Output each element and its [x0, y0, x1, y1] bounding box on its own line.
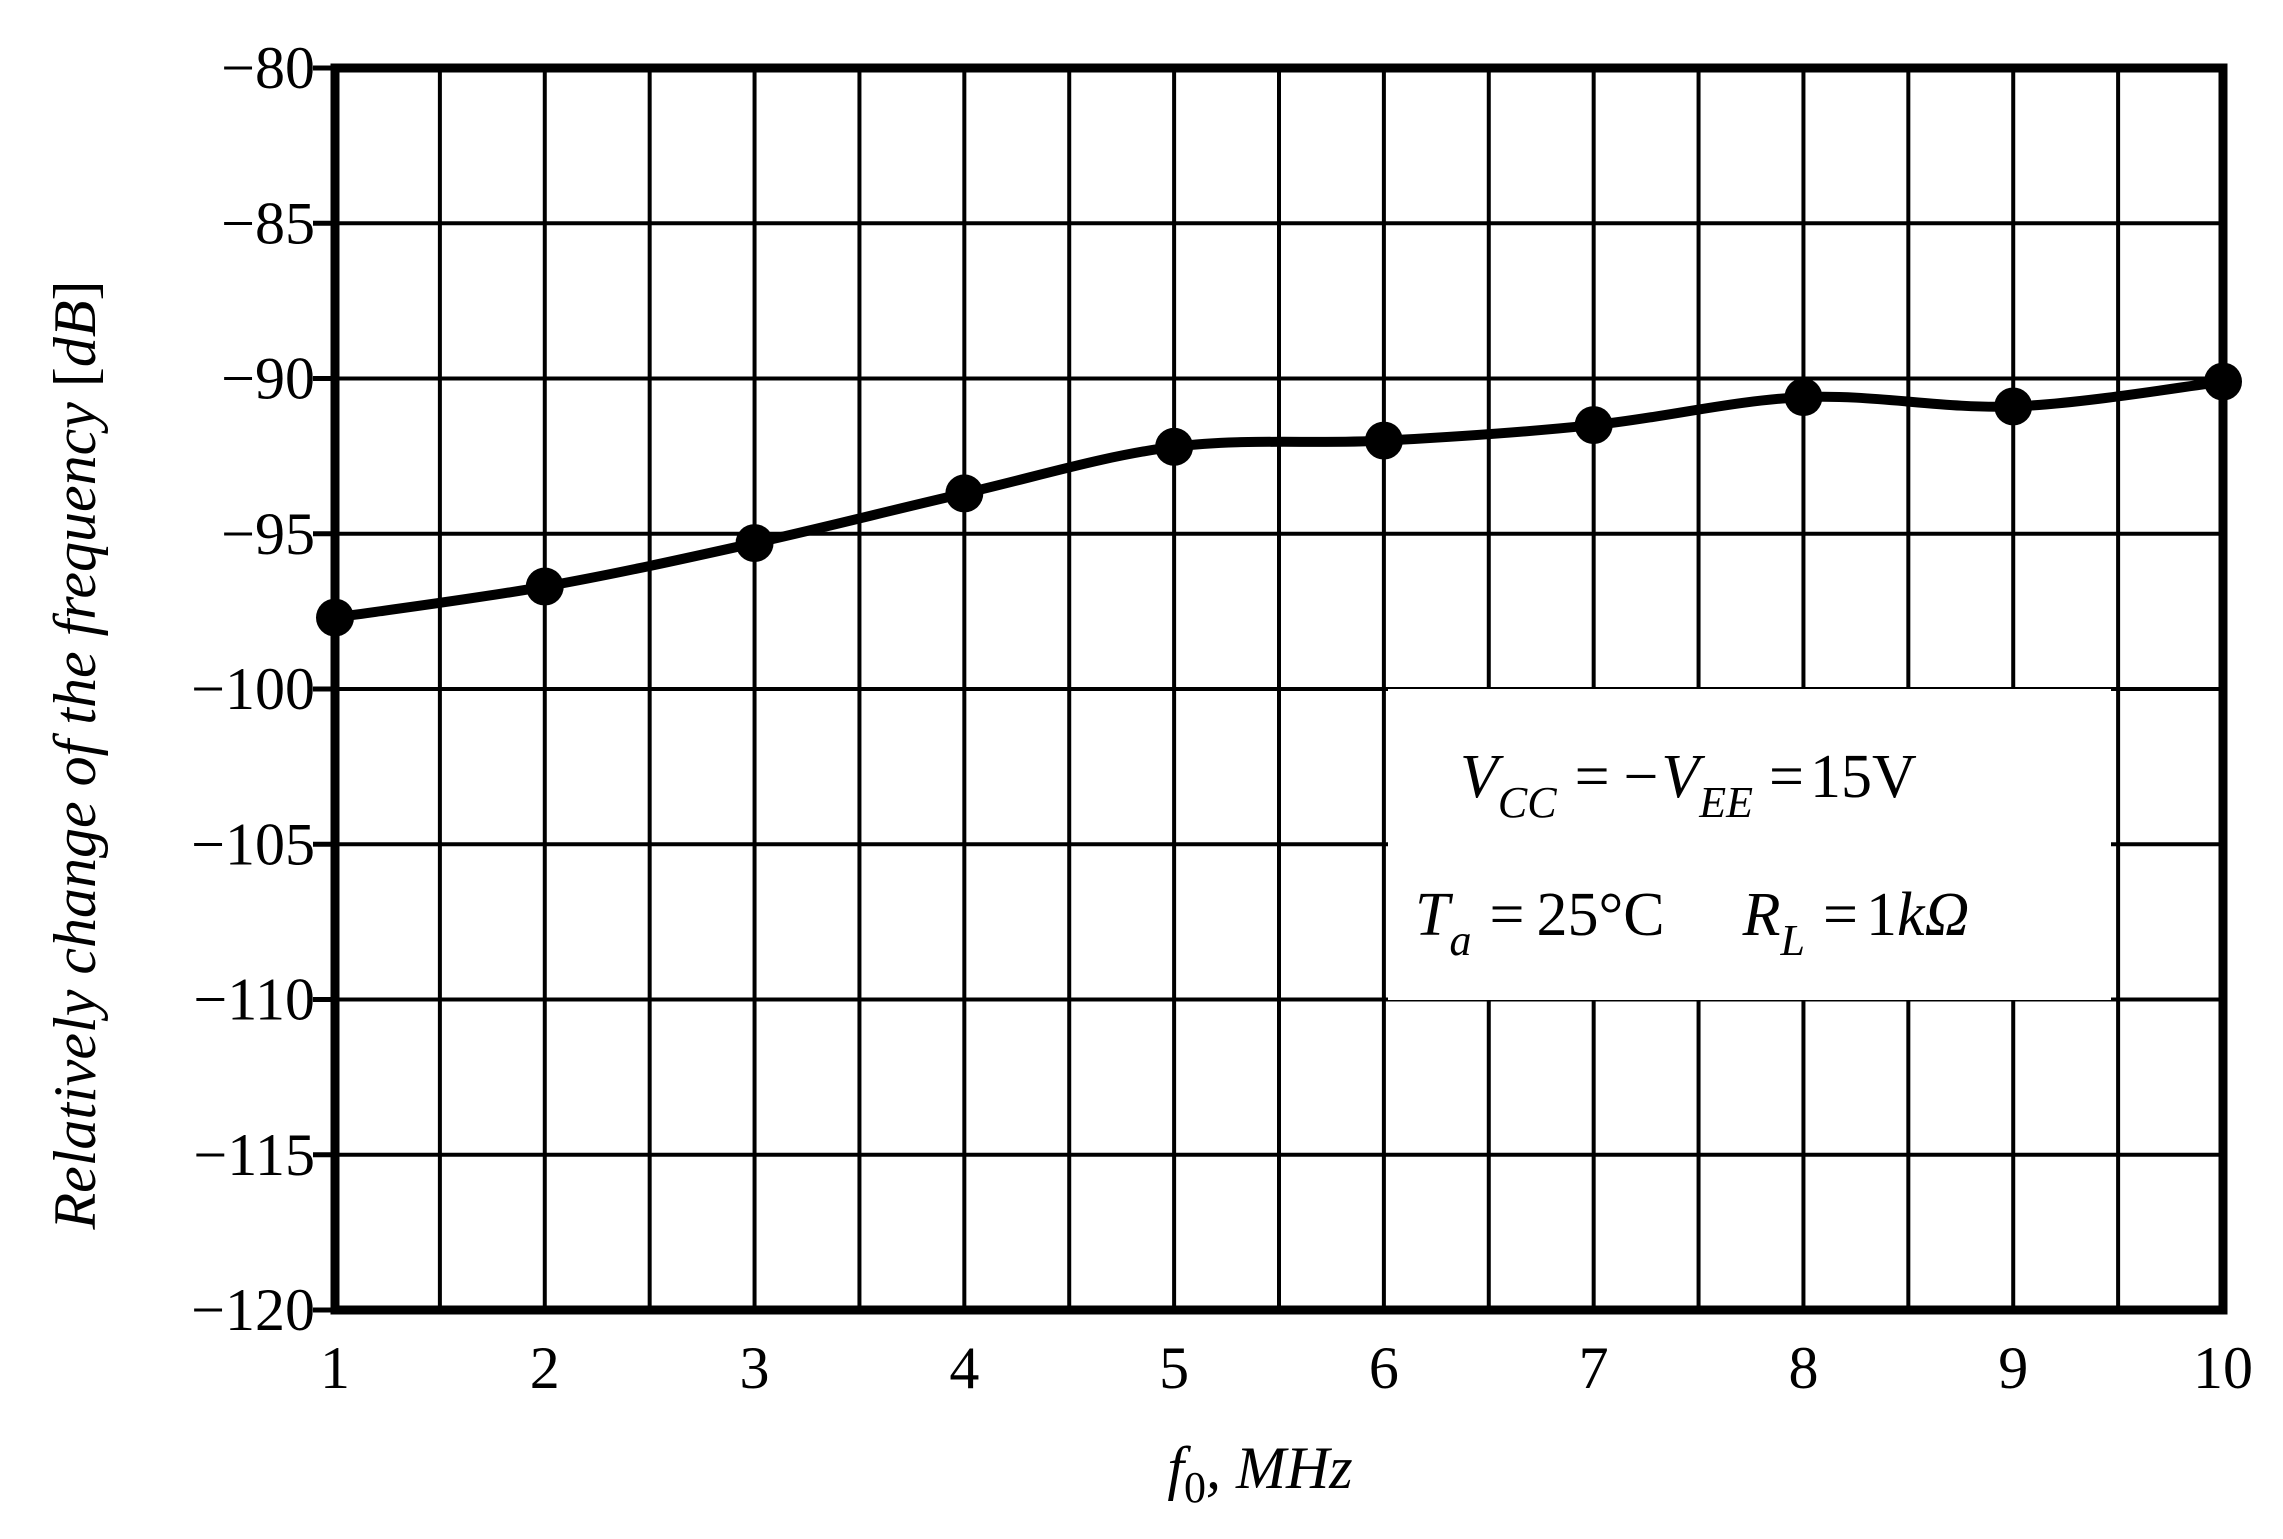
x-tick-label: 6 — [1369, 1335, 1399, 1401]
annotation-t-subscript: a — [1449, 916, 1471, 965]
data-point — [735, 524, 774, 563]
x-tick-label: 2 — [530, 1335, 560, 1401]
annotation-temperature-value: 25°C — [1536, 881, 1664, 949]
x-tick-label: 10 — [2193, 1335, 2253, 1401]
x-tick-label: 7 — [1579, 1335, 1609, 1401]
data-point — [1364, 421, 1403, 460]
annotation-line-1: VCC = −VEE =15V — [1460, 743, 1917, 827]
data-point — [1784, 378, 1823, 417]
y-axis-title-bracket-open: [ — [42, 367, 108, 387]
annotation-voltage-value: 15V — [1810, 743, 1917, 811]
annotation-r-symbol: R — [1742, 881, 1781, 949]
annotation-line-2: Ta = 25°C RL = 1kΩ — [1415, 881, 1969, 965]
annotation-v-subscript: CC — [1498, 778, 1557, 827]
x-tick-label: 1 — [320, 1335, 350, 1401]
data-point — [1574, 406, 1613, 445]
data-point — [1994, 387, 2033, 426]
y-tick-label: −95 — [221, 501, 315, 567]
x-axis-title: f0, MHz — [1167, 1435, 1352, 1512]
annotation-t-symbol: T — [1415, 881, 1454, 949]
y-axis-title-bracket-close: ] — [42, 280, 108, 300]
data-point — [525, 567, 564, 606]
x-tick-label: 8 — [1788, 1335, 1818, 1401]
y-axis-title: Relatively change of the frequency [dB] — [42, 280, 108, 1230]
annotation-equals-3: = — [1489, 881, 1524, 949]
annotation-r-subscript: L — [1779, 916, 1804, 965]
y-tick-label: −105 — [191, 811, 315, 877]
y-tick-label: −115 — [193, 1122, 315, 1188]
y-tick-label: −85 — [221, 190, 315, 256]
x-tick-label: 3 — [740, 1335, 770, 1401]
annotation-box: VCC = −VEE =15V Ta = 25°C RL = 1kΩ — [1388, 689, 2111, 1000]
x-tick-label: 9 — [1998, 1335, 2028, 1401]
y-tick-label: −80 — [221, 35, 315, 101]
x-tick-label: 5 — [1159, 1335, 1189, 1401]
y-tick-label: −120 — [191, 1277, 315, 1343]
annotation-background — [1388, 689, 2111, 1000]
y-axis-title-unit: dB — [42, 300, 108, 367]
annotation-equals-2: = — [1769, 743, 1804, 811]
data-point — [945, 474, 984, 513]
annotation-minus-v-subscript: EE — [1698, 778, 1753, 827]
x-tick-label: 4 — [949, 1335, 979, 1401]
data-point — [316, 598, 354, 637]
y-tick-label: −100 — [191, 656, 315, 722]
annotation-resistance-number: 1 — [1866, 881, 1897, 949]
y-tick-label: −90 — [221, 346, 315, 412]
x-axis-title-subscript: 0 — [1184, 1463, 1206, 1512]
y-axis-title-main: Relatively change of the frequency — [42, 387, 108, 1230]
annotation-equals-4: = — [1823, 881, 1858, 949]
annotation-resistance-unit: kΩ — [1897, 881, 1969, 949]
annotation-v-symbol: V — [1460, 743, 1504, 811]
x-axis-title-rest: , MHz — [1206, 1435, 1353, 1501]
data-series — [316, 362, 2242, 637]
data-point — [1155, 427, 1194, 466]
annotation-minus-v-symbol: −V — [1620, 743, 1706, 811]
annotation-equals-1: = — [1575, 743, 1610, 811]
series-line — [330, 376, 2228, 623]
y-tick-label: −110 — [193, 967, 315, 1033]
data-point — [2204, 362, 2242, 401]
